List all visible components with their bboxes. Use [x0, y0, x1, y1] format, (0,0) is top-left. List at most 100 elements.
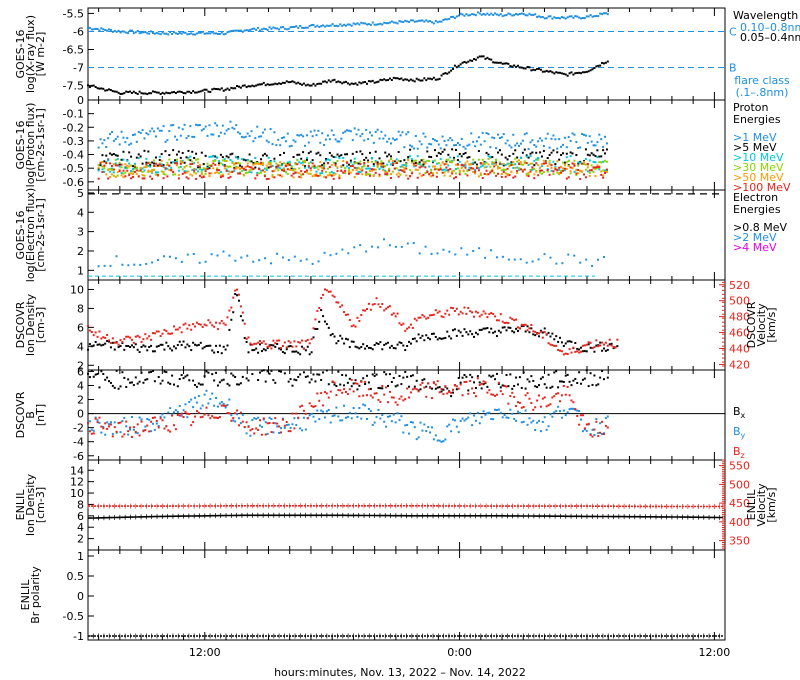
data-point	[198, 163, 201, 166]
y-axis-label-line: Ion Density	[24, 473, 37, 536]
data-point	[177, 150, 180, 153]
data-point	[461, 312, 464, 315]
data-point	[370, 160, 373, 163]
data-point	[399, 173, 402, 176]
data-point	[132, 172, 135, 175]
data-point	[562, 344, 565, 347]
data-point	[151, 261, 154, 264]
data-point	[232, 311, 235, 314]
data-point	[605, 142, 608, 145]
data-point	[576, 381, 579, 384]
data-point	[306, 338, 309, 341]
data-point	[300, 173, 303, 176]
data-point	[151, 369, 154, 372]
data-point	[279, 167, 282, 170]
data-point	[549, 413, 552, 416]
y-axis-label-line: Br polarity	[29, 566, 42, 624]
data-point	[135, 172, 138, 175]
data-point	[483, 140, 486, 143]
data-point	[109, 28, 112, 31]
data-point	[527, 175, 530, 178]
data-point	[549, 386, 552, 389]
data-point	[430, 143, 433, 146]
data-point	[368, 167, 371, 170]
data-point	[155, 91, 158, 94]
data-point	[575, 169, 578, 172]
data-point	[241, 30, 244, 33]
data-point	[548, 163, 551, 166]
data-point	[400, 20, 403, 23]
data-point	[389, 157, 392, 160]
data-point	[288, 162, 291, 165]
data-point	[453, 419, 456, 422]
data-point	[352, 324, 355, 327]
data-point	[409, 421, 412, 424]
data-point	[332, 161, 335, 164]
data-point	[94, 85, 97, 88]
data-point	[119, 345, 122, 348]
data-point	[242, 168, 245, 171]
data-point	[474, 145, 477, 148]
data-point	[310, 338, 313, 341]
data-point	[501, 320, 504, 323]
data-point	[519, 156, 522, 159]
data-point	[302, 371, 305, 374]
data-point	[559, 380, 562, 383]
data-point	[352, 22, 355, 25]
data-point	[368, 151, 371, 154]
data-point	[304, 340, 307, 343]
data-point	[114, 162, 117, 165]
data-point	[585, 350, 588, 353]
data-point	[588, 169, 591, 172]
data-point	[466, 160, 469, 163]
data-point	[231, 152, 234, 155]
data-point	[185, 170, 188, 173]
data-point	[273, 176, 276, 179]
data-point	[252, 163, 255, 166]
data-point	[377, 386, 380, 389]
data-point	[396, 343, 399, 346]
data-point	[396, 384, 399, 387]
data-point	[313, 166, 316, 169]
data-point	[176, 413, 179, 416]
data-point	[537, 335, 540, 338]
data-point	[601, 370, 604, 373]
data-point	[565, 156, 568, 159]
data-point	[338, 174, 341, 177]
data-point	[402, 431, 405, 434]
data-point	[194, 415, 197, 418]
data-point	[249, 28, 252, 31]
data-point	[532, 330, 535, 333]
data-point	[432, 381, 435, 384]
data-point	[533, 144, 536, 147]
data-point	[113, 341, 116, 344]
data-point	[586, 162, 589, 165]
y-axis-label-line: [cm-2s-1sr-1]	[34, 198, 47, 272]
data-point	[405, 164, 408, 167]
data-point	[224, 404, 227, 407]
data-point	[499, 411, 502, 414]
data-point	[577, 164, 580, 167]
data-point	[233, 127, 236, 130]
data-point	[296, 171, 299, 174]
data-point	[356, 415, 359, 418]
data-point	[250, 130, 253, 133]
data-point	[390, 313, 393, 316]
data-point	[240, 166, 243, 169]
right-tick-label: 550	[729, 460, 750, 473]
data-point	[284, 163, 287, 166]
data-point	[402, 21, 405, 24]
data-point	[251, 84, 254, 87]
data-point	[208, 175, 211, 178]
data-point	[495, 256, 498, 259]
data-point	[458, 173, 461, 176]
data-point	[363, 164, 366, 167]
data-point	[560, 169, 563, 172]
data-point	[258, 163, 261, 166]
data-point	[599, 376, 602, 379]
data-point	[130, 29, 133, 32]
data-point	[579, 146, 582, 149]
data-point	[162, 125, 165, 128]
data-point	[452, 388, 455, 391]
data-point	[454, 144, 457, 147]
